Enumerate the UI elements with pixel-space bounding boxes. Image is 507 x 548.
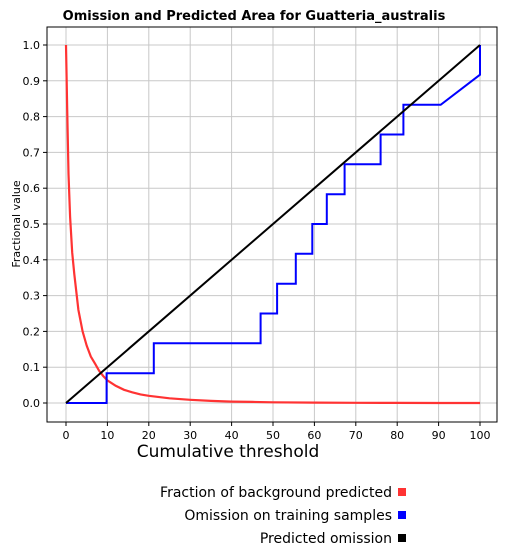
y-tick-label: 0.5 [23,218,41,231]
x-tick-label: 40 [225,429,239,442]
axes [43,26,498,426]
x-tick-label: 90 [432,429,446,442]
legend-training-omission: Omission on training samples [184,508,406,524]
legend-swatch [398,534,406,542]
grid [47,27,497,422]
y-axis-label: Fractional value [10,180,23,267]
predicted-omission-line [65,44,481,404]
chart-title: Omission and Predicted Area for Guatteri… [63,9,446,24]
x-tick-label: 20 [142,429,156,442]
legend-swatch [398,511,406,519]
y-tick-label: 0.0 [23,397,41,410]
y-tick-label: 0.2 [23,325,41,338]
x-tick-label: 60 [307,429,321,442]
x-tick-label: 50 [266,429,280,442]
x-tick-label: 100 [470,429,491,442]
plot-frame [46,26,498,423]
x-tick-label: 80 [390,429,404,442]
training-omission-line [66,45,481,404]
legend-background-fraction: Fraction of background predicted [160,485,406,501]
y-tick-label: 0.4 [23,254,41,267]
x-tick-label: 10 [100,429,114,442]
x-axis-label: Cumulative threshold [137,442,320,462]
x-tick-label: 70 [349,429,363,442]
legend-predicted-omission: Predicted omission [260,531,406,547]
y-tick-label: 0.8 [23,111,41,124]
tick-labels: 0 10 20 30 40 50 60 70 80 90 100 0.0 0.1 0.2 0.3 0.4 0.5… [23,39,491,442]
series-lines [64,44,481,405]
background-fraction-line [64,44,480,405]
legend-swatch [398,488,406,496]
y-tick-label: 0.7 [23,146,41,159]
y-tick-label: 0.1 [23,361,41,374]
legend: Fraction of background predicted Omission… [160,485,406,547]
y-tick-label: 0.9 [23,75,41,88]
legend-label: Predicted omission [260,531,392,547]
y-tick-label: 0.6 [23,182,41,195]
y-tick-label: 0.3 [23,290,41,303]
legend-label: Fraction of background predicted [160,485,392,501]
y-tick-label: 1.0 [23,39,41,52]
x-tick-label: 0 [63,429,70,442]
x-tick-label: 30 [183,429,197,442]
legend-label: Omission on training samples [184,508,392,524]
